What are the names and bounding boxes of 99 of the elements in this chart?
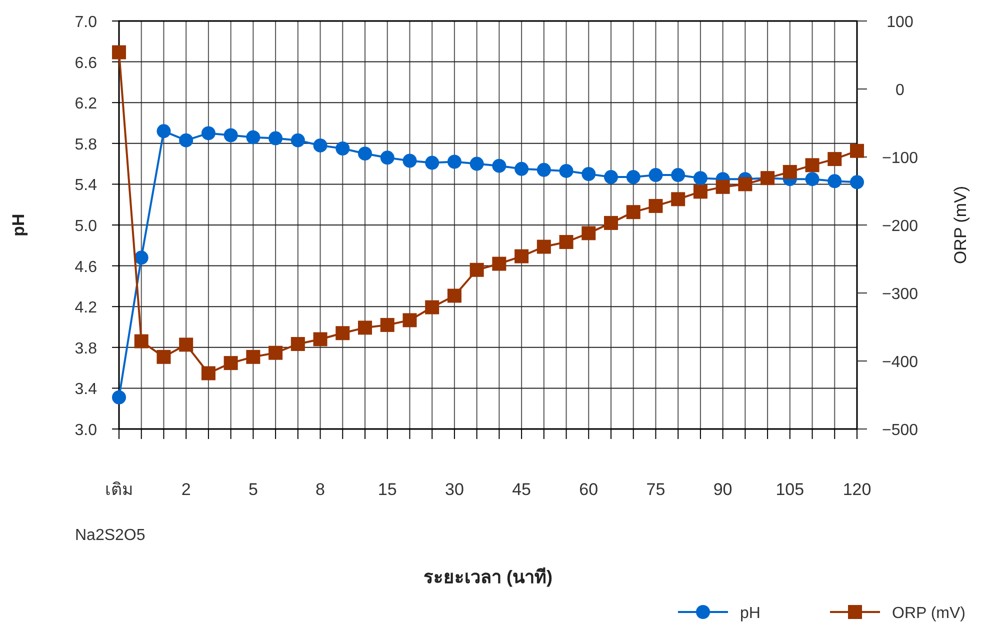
point <box>156 350 171 364</box>
point <box>201 126 216 140</box>
y-axis-title: pH <box>9 214 28 236</box>
point <box>738 177 752 192</box>
point <box>313 138 328 152</box>
y2-tick-label: 100 <box>886 14 914 31</box>
y-tick-label: 7.0 <box>74 14 98 31</box>
point <box>290 337 305 351</box>
point <box>671 168 686 182</box>
point <box>536 162 551 177</box>
y-tick-label: 5.8 <box>74 136 98 154</box>
point <box>626 170 640 184</box>
point <box>402 154 417 168</box>
point <box>805 172 820 186</box>
point <box>179 338 194 352</box>
point <box>447 288 462 303</box>
point <box>828 152 842 166</box>
point <box>492 158 506 173</box>
y-tick-label: 5.4 <box>74 177 98 194</box>
point <box>648 198 663 213</box>
point <box>268 131 283 146</box>
y-tick-label: 6.6 <box>74 54 98 72</box>
point <box>336 142 350 156</box>
point <box>134 334 148 348</box>
x-tick-label: 8 <box>316 480 326 499</box>
point <box>536 240 551 254</box>
point <box>470 262 484 277</box>
point <box>828 174 842 188</box>
point <box>782 164 797 179</box>
x-tick-label: เติม <box>105 480 133 499</box>
point <box>514 249 529 264</box>
point <box>380 318 394 332</box>
point <box>201 366 216 380</box>
y2-tick-label: −400 <box>882 354 918 371</box>
text: Na2S2O5 <box>75 527 146 544</box>
y-tick-label: 3.0 <box>74 422 98 439</box>
x-tick-label: 90 <box>713 480 732 499</box>
point <box>268 346 283 360</box>
point <box>716 180 730 194</box>
point <box>470 156 484 171</box>
point <box>693 171 708 186</box>
point <box>559 164 574 178</box>
y2-axis-title: ORP (mV) <box>951 186 970 264</box>
point <box>648 168 663 182</box>
point <box>559 235 574 249</box>
legend-label: ORP (mV) <box>892 605 966 622</box>
point <box>402 313 417 328</box>
point <box>112 45 126 60</box>
point <box>850 144 864 158</box>
x-tick-label: 120 <box>842 480 872 499</box>
x-tick-label: 60 <box>579 480 598 499</box>
y-tick-label: 5.0 <box>74 218 98 235</box>
y2-tick-label: 0 <box>896 82 905 99</box>
y2-tick-label: −300 <box>882 286 918 303</box>
point <box>313 332 328 346</box>
point <box>425 156 440 170</box>
point <box>447 154 462 169</box>
point <box>246 350 260 364</box>
point <box>179 133 194 148</box>
point <box>336 326 350 340</box>
point <box>492 256 506 271</box>
point <box>626 205 640 220</box>
x-tick-label: 45 <box>512 480 532 499</box>
point <box>671 192 686 206</box>
point <box>134 250 148 265</box>
y2-tick-label: −500 <box>882 422 918 439</box>
point <box>582 226 596 240</box>
point <box>246 130 260 144</box>
point <box>850 175 864 190</box>
point <box>514 162 529 176</box>
x-tick-label: 15 <box>378 480 397 499</box>
point <box>112 390 126 404</box>
y2-tick-label: −100 <box>882 150 918 167</box>
point <box>582 167 596 181</box>
legend-label: pH <box>740 605 760 622</box>
point <box>693 184 708 199</box>
point <box>224 128 238 142</box>
point <box>805 158 820 172</box>
x-tick-label: 105 <box>776 480 804 499</box>
x-tick-label: 5 <box>248 480 258 499</box>
y-tick-label: 4.6 <box>74 258 98 276</box>
point <box>358 146 372 161</box>
x-tick-label: 2 <box>181 480 191 499</box>
y-tick-label: 6.2 <box>74 96 98 113</box>
point <box>224 356 238 370</box>
point <box>380 150 394 165</box>
x-tick-label: 75 <box>646 480 666 499</box>
y2-tick-label: −200 <box>882 218 918 235</box>
point <box>604 216 618 230</box>
point <box>604 170 618 184</box>
x-tick-label: 30 <box>444 480 464 499</box>
y-tick-label: 3.4 <box>74 381 98 398</box>
y-tick-label: 4.2 <box>74 300 98 317</box>
point <box>425 300 440 314</box>
point <box>358 320 372 335</box>
point <box>290 133 305 148</box>
x-axis-title: ระยะเวลา (นาที) <box>424 567 552 587</box>
point <box>156 124 171 138</box>
y-tick-label: 3.8 <box>74 340 98 358</box>
